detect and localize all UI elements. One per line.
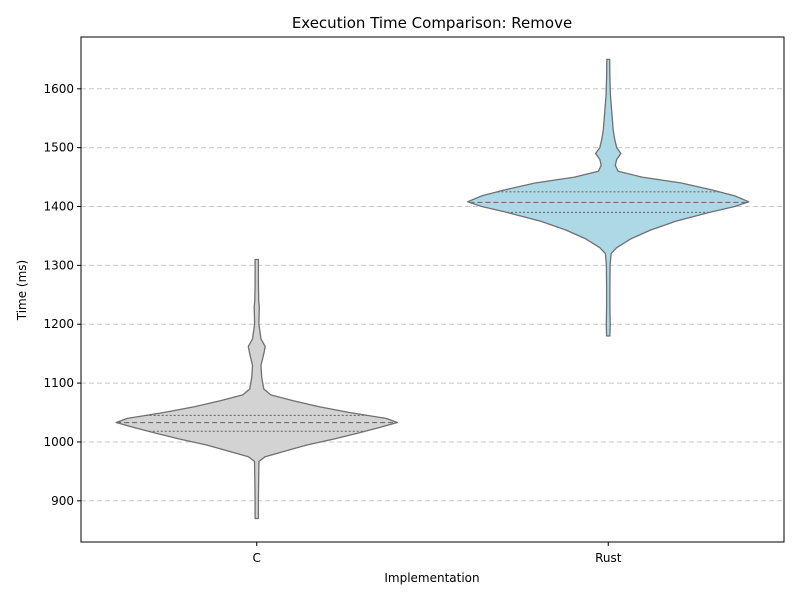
x-axis-label: Implementation <box>384 571 479 585</box>
y-tick-label: 1300 <box>43 258 74 272</box>
y-axis-ticks: 900 1000 1100 1200 1300 1400 1500 1600 <box>43 82 81 508</box>
y-tick-label: 1500 <box>43 141 74 155</box>
x-tick-label: C <box>253 551 261 565</box>
x-axis-ticks: C Rust <box>253 542 622 565</box>
violins <box>115 58 750 520</box>
y-tick-label: 1200 <box>43 317 74 331</box>
violin-body <box>115 258 399 520</box>
y-tick-label: 1400 <box>43 200 74 214</box>
chart-title: Execution Time Comparison: Remove <box>292 14 572 32</box>
violin-body <box>466 58 750 337</box>
y-tick-label: 1000 <box>43 435 74 449</box>
violin-c <box>115 258 399 520</box>
plot-frame <box>80 36 785 543</box>
violin-rust <box>466 58 750 337</box>
y-tick-label: 900 <box>51 494 74 508</box>
x-tick-label: Rust <box>595 551 622 565</box>
y-tick-label: 1100 <box>43 376 74 390</box>
y-axis-label: Time (ms) <box>15 260 29 322</box>
y-tick-label: 1600 <box>43 82 74 96</box>
